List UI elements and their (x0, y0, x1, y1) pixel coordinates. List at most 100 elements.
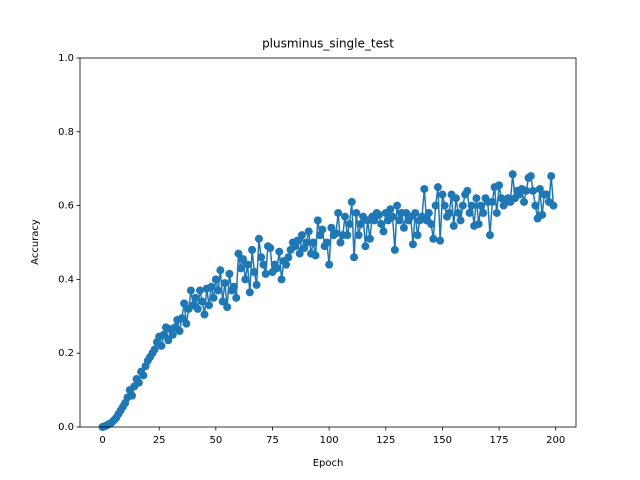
data-point (420, 184, 429, 193)
data-point (277, 275, 286, 284)
data-point (282, 260, 291, 269)
data-point (311, 251, 320, 260)
data-point (431, 201, 440, 210)
data-point (377, 220, 386, 229)
data-point (218, 297, 227, 306)
y-tick-label: 1.0 (58, 53, 74, 64)
data-point (220, 279, 229, 288)
data-point (522, 186, 531, 195)
data-point (309, 238, 318, 247)
data-point (399, 223, 408, 232)
data-point (531, 201, 540, 210)
data-point (259, 260, 268, 269)
plot-frame (79, 57, 577, 428)
data-point (182, 319, 191, 328)
data-point (549, 201, 558, 210)
data-point (164, 336, 173, 345)
data-point (223, 303, 232, 312)
data-point (313, 216, 322, 225)
data-point (229, 282, 238, 291)
data-point (193, 304, 202, 313)
data-point (474, 220, 483, 229)
data-point (207, 282, 216, 291)
data-point (134, 378, 143, 387)
data-point (273, 264, 282, 273)
data-point (456, 216, 465, 225)
data-point (295, 249, 304, 258)
x-tick-label: 75 (266, 435, 279, 446)
x-tick-label: 100 (320, 435, 339, 446)
data-point (236, 264, 245, 273)
data-point (472, 194, 481, 203)
data-point (241, 275, 250, 284)
data-point (463, 186, 472, 195)
data-point (180, 299, 189, 308)
data-point (374, 210, 383, 219)
data-point (168, 330, 177, 339)
data-point (379, 227, 388, 236)
y-tick-label: 0.0 (58, 422, 74, 433)
data-point (191, 293, 200, 302)
data-point (175, 327, 184, 336)
x-tick-label: 50 (209, 435, 222, 446)
data-point (186, 286, 195, 295)
data-point (352, 208, 361, 217)
data-point (408, 240, 417, 249)
data-point (266, 244, 275, 253)
y-axis-label: Accuracy (30, 219, 41, 265)
data-point (261, 269, 270, 278)
data-point (254, 234, 263, 243)
data-point (139, 371, 148, 380)
data-point (252, 280, 261, 289)
y-tick-label: 0.6 (58, 201, 74, 212)
x-tick-label: 125 (376, 435, 395, 446)
data-point (293, 236, 302, 245)
data-point (200, 310, 209, 319)
data-point (257, 253, 266, 262)
data-point (413, 231, 422, 240)
data-point (458, 201, 467, 210)
data-point (454, 208, 463, 217)
data-point (248, 245, 257, 254)
data-point (492, 208, 501, 217)
data-point (542, 190, 551, 199)
data-point (331, 229, 340, 238)
data-point (304, 227, 313, 236)
data-point (340, 212, 349, 221)
data-point (467, 201, 476, 210)
data-point (334, 208, 343, 217)
chart-title: plusminus_single_test (262, 37, 394, 51)
data-point (325, 260, 334, 269)
data-point (370, 216, 379, 225)
data-point (297, 231, 306, 240)
data-point (245, 288, 254, 297)
data-point (209, 293, 218, 302)
data-point (302, 238, 311, 247)
data-point (440, 201, 449, 210)
data-point (445, 208, 454, 217)
data-point (239, 255, 248, 264)
data-point (436, 236, 445, 245)
x-tick-label: 25 (153, 435, 166, 446)
y-tick-label: 0.8 (58, 127, 74, 138)
data-point (433, 183, 442, 192)
data-point (345, 220, 354, 229)
data-point (159, 330, 168, 339)
data-point (177, 314, 186, 323)
data-point (479, 208, 488, 217)
data-point (150, 345, 159, 354)
data-point (390, 245, 399, 254)
data-point (411, 208, 420, 217)
x-tick-label: 175 (490, 435, 509, 446)
data-point (547, 172, 556, 181)
y-tick-label: 0.2 (58, 348, 74, 359)
data-point (214, 286, 223, 295)
data-point (347, 197, 356, 206)
data-point (322, 238, 331, 247)
data-point (465, 208, 474, 217)
data-point (452, 194, 461, 203)
data-point (216, 266, 225, 275)
data-point (529, 186, 538, 195)
data-point (243, 260, 252, 269)
